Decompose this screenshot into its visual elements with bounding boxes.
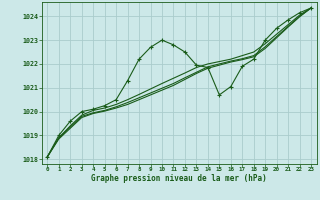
X-axis label: Graphe pression niveau de la mer (hPa): Graphe pression niveau de la mer (hPa): [91, 174, 267, 183]
